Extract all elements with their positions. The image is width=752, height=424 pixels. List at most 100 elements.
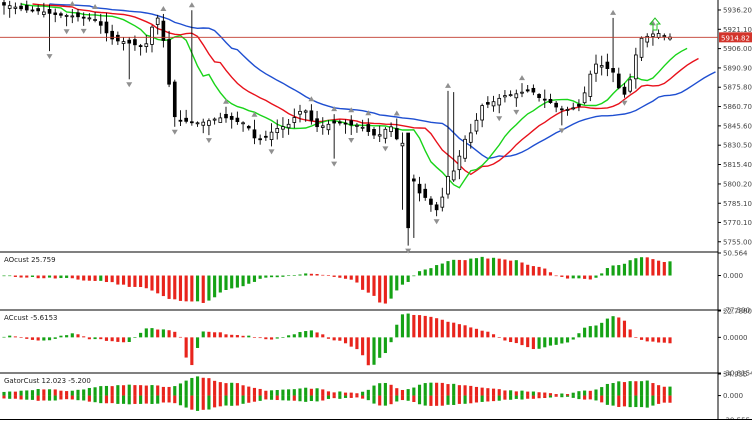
candlestick[interactable] <box>150 25 154 53</box>
candlestick[interactable] <box>138 43 143 56</box>
candlestick[interactable] <box>355 122 359 133</box>
candlestick[interactable] <box>571 102 576 111</box>
candlestick[interactable] <box>292 108 297 129</box>
candlestick[interactable] <box>429 196 433 212</box>
candlestick[interactable] <box>542 89 547 109</box>
candlestick[interactable] <box>554 101 558 113</box>
candlestick[interactable] <box>252 119 257 145</box>
candlestick[interactable] <box>343 119 348 134</box>
candlestick[interactable] <box>582 86 587 105</box>
candlestick[interactable] <box>229 112 234 129</box>
candlestick[interactable] <box>349 115 354 135</box>
candlestick[interactable] <box>81 12 86 26</box>
candlestick[interactable] <box>172 79 177 127</box>
ao-indicator-pane[interactable]: 50.564 0.000 -77.390 AOcust 25.759 <box>0 250 750 315</box>
candlestick[interactable] <box>463 135 467 162</box>
candlestick[interactable] <box>116 31 120 45</box>
candlestick[interactable] <box>548 93 553 104</box>
candlestick[interactable] <box>394 118 399 141</box>
candlestick[interactable] <box>503 90 507 103</box>
candlestick[interactable] <box>201 118 206 134</box>
candlestick[interactable] <box>531 84 536 96</box>
candlestick[interactable] <box>286 119 291 135</box>
ac-indicator-pane[interactable]: 22.7880 0.0000 -30.8154 ACcust -5.6153 <box>0 308 752 378</box>
candlestick[interactable] <box>59 11 63 19</box>
candlestick[interactable] <box>520 83 524 98</box>
candlestick[interactable] <box>639 36 644 62</box>
candlestick[interactable] <box>525 84 530 93</box>
candlestick[interactable] <box>486 96 490 109</box>
candlestick[interactable] <box>224 106 228 123</box>
candlestick[interactable] <box>480 103 484 128</box>
candlestick[interactable] <box>298 104 302 123</box>
candlestick[interactable] <box>207 118 211 136</box>
candlestick[interactable] <box>161 13 166 48</box>
candlestick[interactable] <box>303 109 308 122</box>
candlestick[interactable] <box>195 121 200 127</box>
candlestick[interactable] <box>497 94 502 114</box>
candlestick[interactable] <box>275 119 280 140</box>
candlestick[interactable] <box>98 13 103 34</box>
candlestick[interactable] <box>594 54 598 82</box>
candlestick[interactable] <box>36 4 40 15</box>
candlestick[interactable] <box>258 134 262 145</box>
candlestick[interactable] <box>264 130 268 141</box>
candlestick[interactable] <box>2 0 6 15</box>
candlestick[interactable] <box>645 33 650 48</box>
candlestick[interactable] <box>53 8 58 23</box>
candlestick[interactable] <box>599 55 604 76</box>
candlestick[interactable] <box>184 109 188 124</box>
candlestick[interactable] <box>434 201 439 217</box>
candlestick[interactable] <box>241 121 245 132</box>
candlestick[interactable] <box>412 174 416 238</box>
candlestick[interactable] <box>577 99 581 112</box>
candlestick[interactable] <box>212 117 217 125</box>
candlestick[interactable] <box>309 104 314 125</box>
candlestick[interactable] <box>70 8 75 24</box>
candlestick[interactable] <box>491 95 496 112</box>
candlestick[interactable] <box>605 53 610 77</box>
candlestick[interactable] <box>338 119 342 126</box>
buy-signal-arrow[interactable] <box>648 17 662 31</box>
candlestick[interactable] <box>315 110 319 132</box>
candlestick[interactable] <box>537 93 541 102</box>
candlestick[interactable] <box>588 70 593 102</box>
candlestick[interactable] <box>622 83 627 98</box>
candlestick[interactable] <box>235 111 240 125</box>
candlestick[interactable] <box>104 12 109 42</box>
candlestick[interactable] <box>634 47 638 89</box>
candlestick[interactable] <box>662 33 667 41</box>
candlestick[interactable] <box>190 10 194 126</box>
candlestick[interactable] <box>440 187 445 212</box>
candlestick[interactable] <box>178 110 183 127</box>
candlestick[interactable] <box>76 9 80 22</box>
candlestick[interactable] <box>400 132 405 210</box>
candlestick[interactable] <box>417 176 422 202</box>
candlestick[interactable] <box>246 124 251 131</box>
candlestick[interactable] <box>87 13 92 22</box>
candlestick[interactable] <box>389 122 393 138</box>
candlestick[interactable] <box>457 150 462 180</box>
candlestick[interactable] <box>24 0 29 13</box>
candlestick[interactable] <box>155 14 160 35</box>
candlestick[interactable] <box>269 123 274 147</box>
candlestick[interactable] <box>121 37 126 51</box>
candlestick[interactable] <box>508 90 513 97</box>
candlestick[interactable] <box>446 90 450 199</box>
candlestick[interactable] <box>47 4 52 52</box>
candlestick[interactable] <box>127 36 132 80</box>
candlestick[interactable] <box>13 2 18 15</box>
candlestick[interactable] <box>144 35 149 53</box>
candlestick[interactable] <box>110 24 114 45</box>
candlestick[interactable] <box>514 89 519 107</box>
candlestick[interactable] <box>64 13 69 27</box>
candlestick[interactable] <box>133 35 137 51</box>
candlestick[interactable] <box>468 123 473 149</box>
candlestick[interactable] <box>616 67 621 90</box>
candlestick[interactable] <box>377 125 382 142</box>
candlestick[interactable] <box>560 105 564 126</box>
candlestick[interactable] <box>406 132 410 246</box>
